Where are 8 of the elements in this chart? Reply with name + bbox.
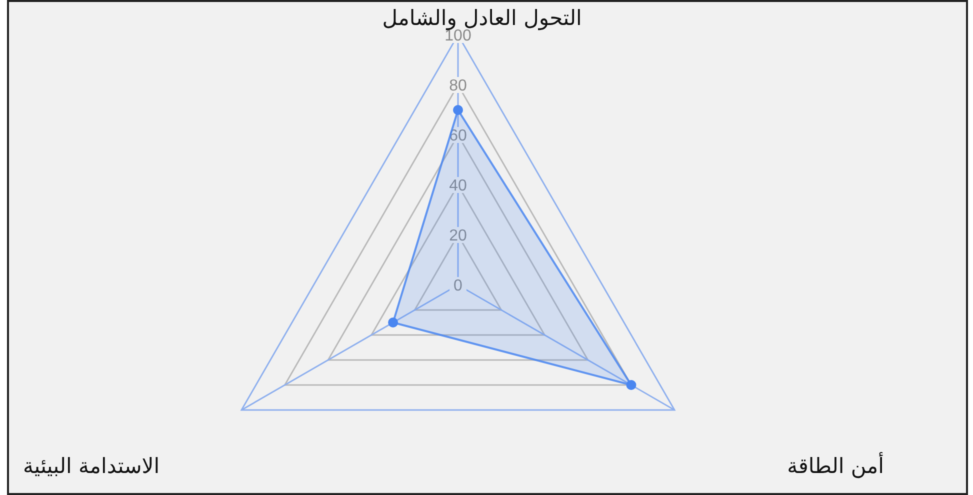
y-tick-label: 0 [454, 277, 463, 294]
spoke-label: الاستدامة البيئية [23, 454, 160, 478]
y-tick-label: 40 [449, 177, 467, 194]
y-tick-label: 20 [449, 227, 467, 244]
spoke-label: التحول العادل والشامل [382, 6, 582, 31]
y-tick-label: 80 [449, 77, 467, 94]
y-tick-label: 60 [449, 127, 467, 144]
spoke-label: أمن الطاقة [787, 452, 884, 479]
